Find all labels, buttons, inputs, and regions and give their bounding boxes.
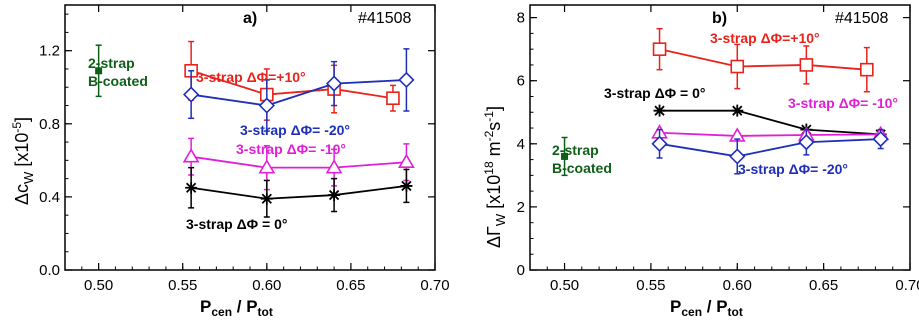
y-axis-label: ΔΓW [x1018 m-2s-1] [482,106,508,248]
panel-b: 0.50 0.55 0.60 0.65 0.70 0 2 4 6 8 b) #41508 2-s… [482,4,919,319]
data-marks [561,27,890,177]
data-point-asterisk [185,181,198,194]
series-group [651,128,889,175]
x-tick-label: 0.70 [895,277,919,294]
x-tick-label: 0.65 [809,277,838,294]
annotation-plus10: 3-strap ΔΦ=+10° [710,30,820,46]
series-line [191,155,407,169]
series-line [191,185,407,200]
data-point-diamond [258,97,275,114]
data-point-triangle [325,159,343,174]
annotation-minus20: 3-strap ΔΦ= -20° [240,122,350,138]
x-tick-label: 0.70 [420,277,449,294]
y-axis-ticks: 0 2 4 6 8 [517,10,910,279]
y-tick-label: 2 [517,199,525,216]
annotation-zero: 3-strap ΔΦ = 0° [186,216,287,232]
data-point-asterisk [653,104,666,117]
series-group [652,27,874,93]
annotation-minus20: 3-strap ΔΦ= -20° [738,161,848,177]
data-point-square [652,42,667,56]
x-tick-label: 0.50 [84,277,113,294]
y-tick-label: 0.4 [39,189,60,206]
shot-number: #41508 [835,10,888,27]
data-point-diamond [729,148,746,165]
series-line [659,109,881,136]
data-point-square [730,59,745,74]
series-line [191,79,407,107]
data-point-asterisk [731,104,744,117]
x-tick-label: 0.65 [336,277,365,294]
series-line [659,48,867,71]
data-point-diamond [183,86,200,103]
annotation-plus10: 3-strap ΔΦ=+10° [196,69,306,85]
data-point-asterisk [260,192,273,205]
x-axis-ticks: 0.50 0.55 0.60 0.65 0.70 [546,5,919,294]
data-point-asterisk [328,189,341,202]
series-group [182,137,415,191]
x-tick-label: 0.55 [636,277,665,294]
shot-number: #41508 [358,10,411,27]
annotation-zero: 3-strap ΔΦ = 0° [604,85,705,101]
y-tick-label: 4 [517,136,525,153]
data-point-asterisk [400,179,413,192]
x-axis-label: Pcen / Ptot [670,297,743,319]
data-point-diamond [872,130,889,148]
y-tick-label: 0 [517,262,525,279]
y-tick-label: 1.2 [39,43,60,60]
annotation-minus10: 3-strap ΔΦ= -10° [788,95,898,111]
x-axis-ticks: 0.50 0.55 0.60 0.65 0.70 [81,5,450,294]
legend-2strap-line1: 2-strap [88,55,135,71]
x-tick-label: 0.50 [550,277,579,294]
data-point-triangle [398,153,415,168]
series-line [190,69,394,100]
series-group [95,44,103,98]
data-point-triangle [258,159,276,174]
data-point-diamond [325,75,343,92]
x-tick-label: 0.55 [168,277,197,294]
x-tick-label: 0.60 [252,277,281,294]
data-point-diamond [798,134,815,151]
legend-2strap-line2: B-coated [552,160,612,176]
legend-2strap-line1: 2-strap [552,142,599,158]
y-tick-label: 0.0 [39,262,60,279]
legend-2strap-line2: B-coated [88,73,148,89]
panel-a: 0.50 0.55 0.60 0.65 0.70 0.0 0.4 0.8 1.2 a) #41… [10,4,450,319]
panel-label: b) [712,10,727,27]
series-group [561,136,569,177]
data-point-square [561,152,569,160]
series-line [659,131,881,137]
series-group [185,166,413,218]
data-point-square [95,67,103,75]
panel-label: a) [243,10,257,27]
data-point-diamond [398,71,415,89]
series-group [183,48,415,132]
y-tick-label: 6 [517,73,525,90]
y-tick-label: 0.8 [39,116,60,133]
y-axis-ticks: 0.0 0.4 0.8 1.2 [39,13,435,279]
x-axis-label: Pcen / Ptot [200,297,273,319]
series-line [659,138,881,158]
x-tick-label: 0.60 [723,277,752,294]
y-axis-label: ΔcW [x10-5] [10,117,36,205]
data-point-square [799,58,814,72]
data-marks [95,40,415,218]
data-point-square [386,91,400,106]
data-point-square [860,62,874,77]
y-tick-label: 8 [517,10,525,27]
data-point-diamond [651,135,668,152]
data-point-triangle [182,148,200,163]
annotation-minus10: 3-strap ΔΦ= -10° [236,141,346,157]
